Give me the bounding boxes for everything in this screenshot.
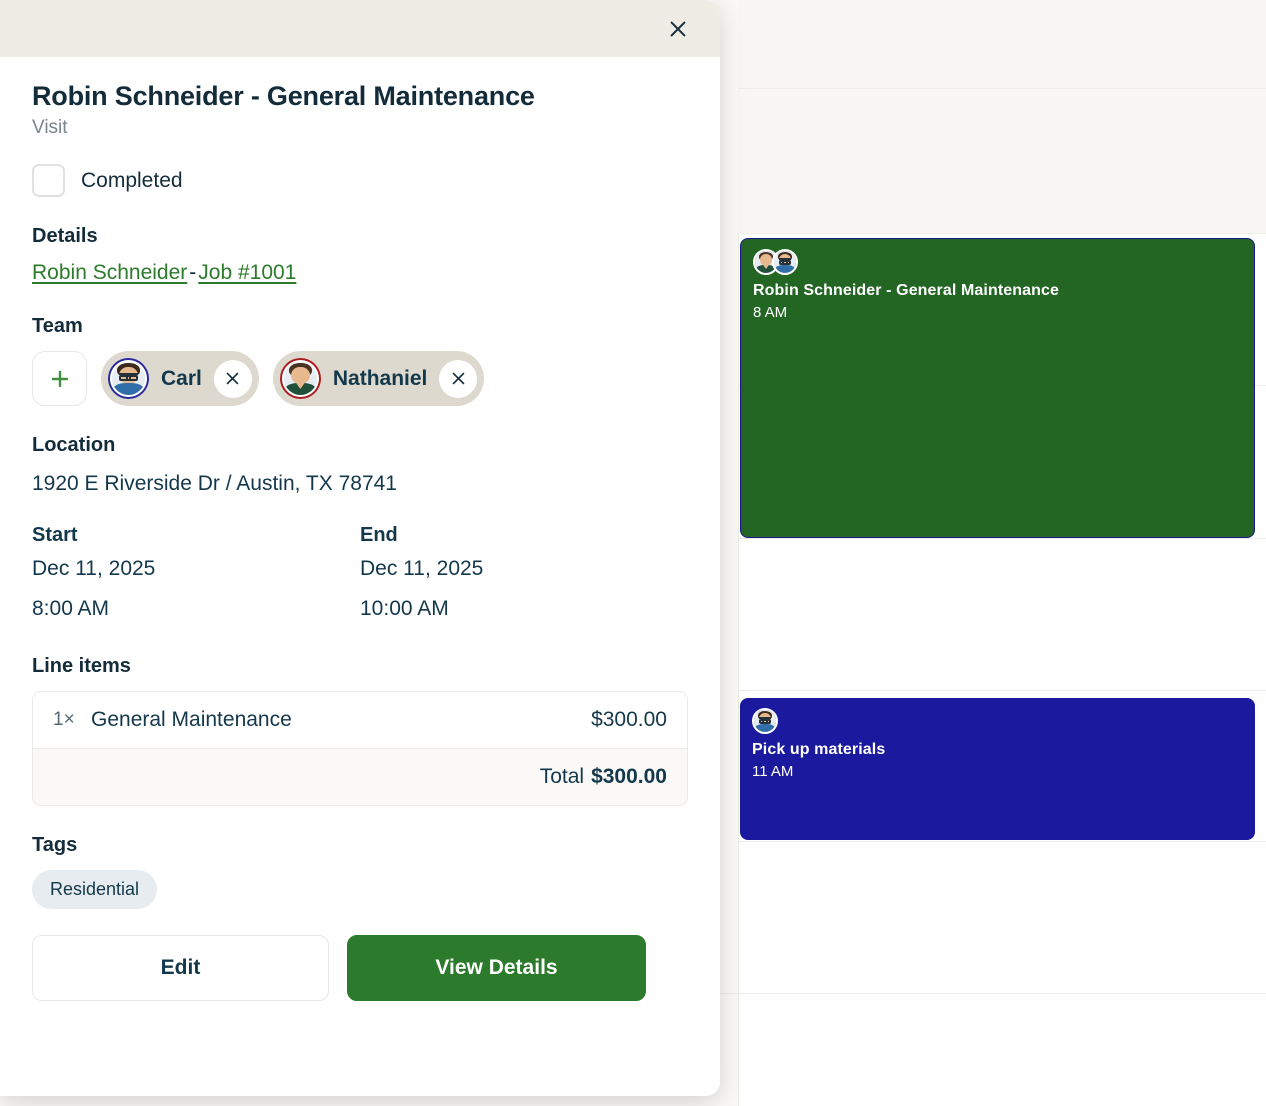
event-title: Pick up materials bbox=[752, 741, 886, 758]
tags-heading: Tags bbox=[32, 834, 78, 856]
status-badge[interactable]: Residential bbox=[32, 870, 158, 909]
carl-avatar bbox=[772, 249, 798, 275]
event-avatar-group bbox=[752, 708, 1243, 734]
line-item-name: General Maintenance bbox=[91, 708, 292, 731]
end-date: Dec 11, 2025 bbox=[360, 557, 484, 580]
team-members-row: Carl Nathaniel bbox=[32, 351, 688, 406]
calendar-event-pickup[interactable]: Pick up materials 11 AM bbox=[740, 698, 1255, 840]
event-time: 11 AM bbox=[752, 763, 794, 780]
customer-link[interactable]: Robin Schneider bbox=[32, 261, 188, 284]
table-row: 1× General Maintenance $300.00 bbox=[33, 692, 687, 749]
team-member-name: Nathaniel bbox=[332, 366, 428, 390]
event-type-label: Visit bbox=[32, 117, 68, 138]
calendar-gridline bbox=[738, 993, 1266, 994]
line-items-heading: Line items bbox=[32, 655, 131, 677]
remove-team-member-icon[interactable] bbox=[439, 359, 478, 398]
line-items-total-row: Total $300.00 bbox=[33, 749, 687, 805]
start-time: 8:00 AM bbox=[32, 597, 110, 620]
team-chip-nathaniel[interactable]: Nathaniel bbox=[272, 351, 485, 406]
completed-label: Completed bbox=[81, 168, 183, 192]
calendar-gridline bbox=[738, 841, 1266, 842]
calendar-gridline bbox=[738, 690, 1266, 691]
tags-list: Residential bbox=[32, 870, 688, 909]
job-link[interactable]: Job #1001 bbox=[198, 261, 297, 284]
popover-footer: Edit View Details bbox=[0, 909, 720, 1001]
add-team-member-button[interactable] bbox=[32, 351, 87, 406]
start-label: Start bbox=[32, 524, 78, 546]
details-links: Robin Schneider-Job #1001 bbox=[32, 259, 688, 287]
calendar-gridline bbox=[738, 233, 1266, 234]
end-time: 10:00 AM bbox=[360, 597, 449, 620]
nathaniel-avatar bbox=[753, 249, 779, 275]
view-details-button[interactable]: View Details bbox=[347, 935, 646, 1001]
line-item-price: $300.00 bbox=[591, 708, 667, 731]
calendar-gridline bbox=[738, 88, 1266, 89]
edit-button[interactable]: Edit bbox=[32, 935, 329, 1001]
completed-row: Completed bbox=[32, 164, 688, 197]
line-item-qty: 1× bbox=[53, 709, 75, 730]
start-column: Start Dec 11, 2025 8:00 AM bbox=[32, 524, 360, 627]
event-avatar-group bbox=[753, 249, 1242, 275]
total-amount: $300.00 bbox=[591, 765, 667, 788]
remove-team-member-icon[interactable] bbox=[213, 359, 252, 398]
start-date: Dec 11, 2025 bbox=[32, 557, 156, 580]
line-items-table: 1× General Maintenance $300.00 Total $30… bbox=[32, 691, 688, 806]
calendar-gridline bbox=[738, 538, 1266, 539]
completed-checkbox[interactable] bbox=[32, 164, 65, 197]
total-label: Total bbox=[539, 765, 585, 788]
event-detail-popover: Robin Schneider - General Maintenance Vi… bbox=[0, 0, 720, 1001]
schedule-row: Start Dec 11, 2025 8:00 AM End Dec 11, 2… bbox=[32, 524, 688, 627]
calendar-past-shading bbox=[738, 0, 1266, 233]
close-icon[interactable] bbox=[660, 11, 696, 47]
team-heading: Team bbox=[32, 315, 83, 337]
page-title: Robin Schneider - General Maintenance bbox=[32, 81, 535, 111]
event-title: Robin Schneider - General Maintenance bbox=[753, 282, 1059, 299]
location-address: 1920 E Riverside Dr / Austin, TX 78741 bbox=[32, 472, 397, 495]
end-column: End Dec 11, 2025 10:00 AM bbox=[360, 524, 688, 627]
details-separator: - bbox=[189, 261, 197, 284]
end-label: End bbox=[360, 524, 398, 546]
plus-icon bbox=[48, 367, 72, 391]
location-heading: Location bbox=[32, 434, 116, 456]
team-chip-carl[interactable]: Carl bbox=[101, 351, 259, 406]
popover-header bbox=[0, 0, 720, 57]
event-time: 8 AM bbox=[753, 304, 788, 321]
carl-avatar bbox=[752, 708, 778, 734]
carl-avatar bbox=[108, 358, 149, 399]
details-heading: Details bbox=[32, 225, 98, 247]
team-member-name: Carl bbox=[161, 366, 202, 390]
calendar-event-maintenance[interactable]: Robin Schneider - General Maintenance 8 … bbox=[740, 238, 1255, 538]
nathaniel-avatar bbox=[279, 358, 321, 399]
